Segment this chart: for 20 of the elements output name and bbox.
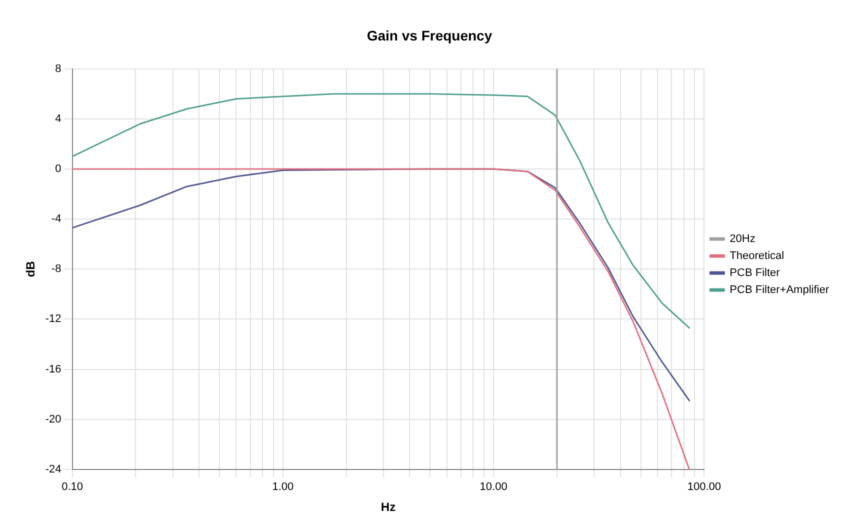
y-tick-label: -4 xyxy=(52,213,62,226)
y-tick-label: -20 xyxy=(45,413,62,426)
y-tick-label: -16 xyxy=(45,363,62,376)
y-tick-label: 4 xyxy=(55,112,62,125)
y-tick-label: -8 xyxy=(52,263,62,276)
legend-label: 20Hz xyxy=(730,233,756,246)
y-tick-label: -12 xyxy=(45,313,62,326)
legend-label: Theoretical xyxy=(730,250,784,262)
x-axis-title: Hz xyxy=(380,500,396,514)
y-tick-label: 0 xyxy=(55,162,62,175)
chart-title: Gain vs Frequency xyxy=(366,27,492,44)
x-tick-label: 0.10 xyxy=(62,481,84,494)
x-tick-label: 100.00 xyxy=(687,481,721,494)
y-axis-title: dB xyxy=(24,260,38,278)
y-tick-label: -24 xyxy=(45,463,62,476)
x-tick-label: 1.00 xyxy=(272,481,294,494)
legend-label: PCB Filter xyxy=(730,267,780,280)
legend-label: PCB Filter+Amplifier xyxy=(730,284,830,296)
x-tick-label: 10.00 xyxy=(480,481,508,494)
y-tick-label: 8 xyxy=(55,62,62,75)
